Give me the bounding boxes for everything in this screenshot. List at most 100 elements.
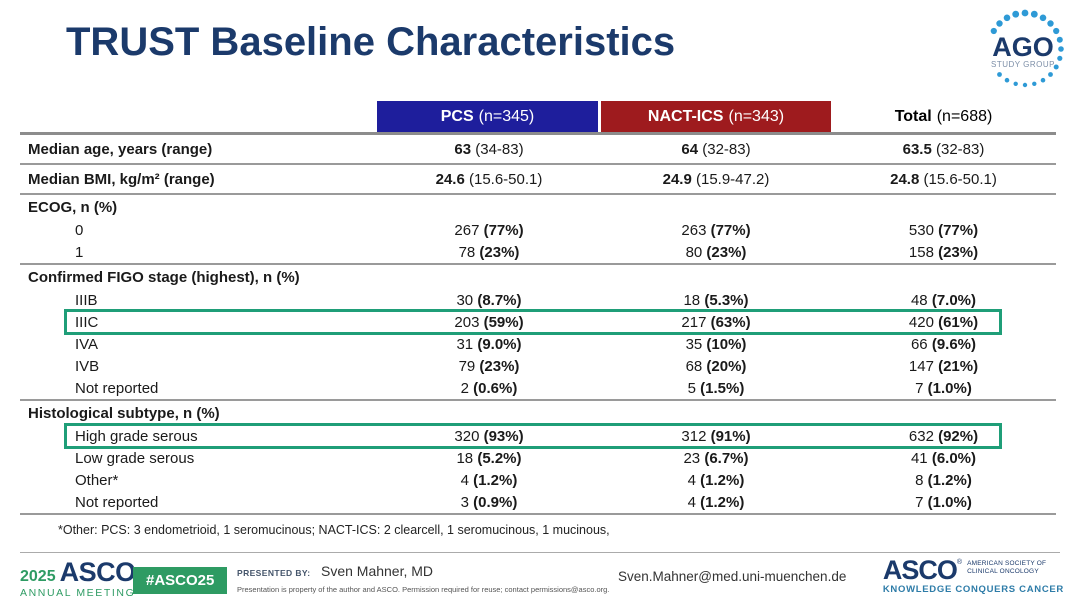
ago-dot: [1048, 72, 1053, 77]
footer-divider: [20, 552, 1060, 553]
table-row: 0 267 (77%) 263 (77%) 530 (77%): [20, 219, 1056, 241]
cell-value: 530 (77%): [908, 221, 979, 239]
table-section-row: Histological subtype, n (%): [20, 401, 1056, 425]
ago-dot: [1022, 82, 1028, 88]
row-label: High grade serous: [75, 427, 198, 445]
cell-value: 217 (63%): [681, 313, 751, 331]
cell-value: 64 (32-83): [681, 140, 751, 158]
table-row: Other* 4 (1.2%) 4 (1.2%) 8 (1.2%): [20, 469, 1056, 491]
cell-value: 5 (1.5%): [687, 379, 745, 397]
table-section-row: ECOG, n (%): [20, 195, 1056, 219]
row-label: IIIC: [75, 313, 99, 331]
hashtag-badge: #ASCO25: [133, 567, 228, 594]
presented-by-block: PRESENTED BY: Sven Mahner, MD Presentati…: [237, 563, 609, 594]
presenter-email: Sven.Mahner@med.uni-muenchen.de: [618, 569, 847, 584]
ago-dot: [1047, 20, 1054, 27]
row-label: Low grade serous: [75, 449, 195, 467]
asco-logo-top: ASCO ® AMERICAN SOCIETY OF CLINICAL ONCO…: [882, 555, 1064, 585]
header-col-total: Total (n=688): [831, 101, 1056, 132]
cell-value: 147 (21%): [908, 357, 979, 375]
header-col-total-n: (n=688): [936, 107, 993, 125]
cell-value: 41 (6.0%): [910, 449, 977, 467]
table-row: IIIC 203 (59%) 217 (63%) 420 (61%): [20, 309, 1056, 335]
table-header-row: PCS (n=345) NACT-ICS (n=343) Total (n=68…: [20, 101, 1056, 135]
row-label: Not reported: [75, 493, 159, 511]
cell-value: 158 (23%): [908, 243, 979, 261]
row-label: Confirmed FIGO stage (highest), n (%): [28, 268, 300, 286]
cell-value: 4 (1.2%): [687, 493, 745, 511]
cell-value: 63.5 (32-83): [902, 140, 985, 158]
cell-value: 30 (8.7%): [456, 291, 522, 309]
table-row: IIIB 30 (8.7%) 18 (5.3%) 48 (7.0%): [20, 289, 1056, 311]
row-label: Median age, years (range): [28, 140, 213, 158]
cell-value: 66 (9.6%): [910, 335, 977, 353]
row-label: IIIB: [75, 291, 98, 309]
row-label: Other*: [75, 471, 119, 489]
cell-value: 68 (20%): [685, 357, 747, 375]
ago-logo-subtext: STUDY GROUP: [991, 60, 1055, 69]
table-section-row: Confirmed FIGO stage (highest), n (%): [20, 265, 1056, 289]
ago-dot: [1058, 46, 1064, 52]
table-row: Median BMI, kg/m² (range) 24.6 (15.6-50.1…: [20, 165, 1056, 195]
cell-value: 4 (1.2%): [687, 471, 745, 489]
meeting-name: ANNUAL MEETING: [20, 587, 136, 599]
ago-dot: [1057, 55, 1063, 61]
header-col-nact-name: NACT-ICS: [647, 107, 724, 125]
ago-dot: [1053, 64, 1059, 70]
cell-value: 267 (77%): [454, 221, 524, 239]
header-col-nact-n: (n=343): [728, 107, 785, 125]
cell-value: 78 (23%): [458, 243, 520, 261]
cell-value: 23 (6.7%): [683, 449, 749, 467]
ago-dot: [1056, 36, 1063, 43]
cell-value: 4 (1.2%): [460, 471, 518, 489]
ago-dot: [1040, 77, 1046, 83]
table-rows: Median age, years (range) 63 (34-83) 64 (3…: [20, 135, 1056, 515]
ago-dots: [990, 9, 1064, 88]
cell-value: 35 (10%): [685, 335, 747, 353]
cell-value: 312 (91%): [681, 427, 751, 445]
cell-value: 24.6 (15.6-50.1): [435, 170, 543, 188]
row-label: IVA: [75, 335, 99, 353]
table-footnote: *Other: PCS: 3 endometrioid, 1 seromucin…: [58, 523, 610, 537]
header-col-total-name: Total: [894, 107, 932, 125]
cell-value: 320 (93%): [454, 427, 524, 445]
cell-value: 420 (61%): [908, 313, 979, 331]
header-col-pcs: PCS (n=345): [377, 101, 598, 132]
asco-logo-name: ASCO: [882, 555, 958, 585]
ago-dot: [1003, 14, 1011, 22]
ago-dot: [1013, 81, 1018, 87]
cell-value: 263 (77%): [681, 221, 751, 239]
table-row: 1 78 (23%) 80 (23%) 158 (23%): [20, 241, 1056, 265]
asco-annual-meeting-logo: 2025 ASCO ® ANNUAL MEETING: [20, 557, 142, 600]
ago-dots-circle: AGO STUDY GROUP: [990, 9, 1064, 88]
page-title: TRUST Baseline Characteristics: [66, 20, 676, 64]
ago-dot: [1004, 77, 1010, 83]
table-row: Low grade serous 18 (5.2%) 23 (6.7%) 41 (6.…: [20, 447, 1056, 469]
ago-dot: [1030, 10, 1038, 18]
row-label: Not reported: [75, 379, 159, 397]
ago-dot: [1021, 9, 1029, 17]
ago-logo-text: AGO: [992, 32, 1054, 62]
table-row: IVB 79 (23%) 68 (20%) 147 (21%): [20, 355, 1056, 377]
cell-value: 48 (7.0%): [910, 291, 977, 309]
cell-value: 79 (23%): [458, 357, 520, 375]
cell-value: 63 (34-83): [454, 140, 524, 158]
cell-value: 2 (0.6%): [460, 379, 518, 397]
table-row: Not reported 3 (0.9%) 4 (1.2%) 7 (1.0%): [20, 491, 1056, 515]
header-col-nact-ics: NACT-ICS (n=343): [601, 101, 831, 132]
footer: 2025 ASCO ® ANNUAL MEETING #ASCO25 PRESE…: [20, 556, 1066, 604]
cell-value: 3 (0.9%): [460, 493, 518, 511]
meeting-org: ASCO: [59, 557, 137, 587]
table-row: Not reported 2 (0.6%) 5 (1.5%) 7 (1.0%): [20, 377, 1056, 401]
registered-mark-icon: ®: [956, 559, 963, 566]
cell-value: 7 (1.0%): [915, 493, 972, 511]
cell-value: 24.8 (15.6-50.1): [890, 170, 997, 188]
ago-dot: [1053, 27, 1060, 35]
presenter-name: Sven Mahner, MD: [320, 563, 434, 579]
cell-value: 8 (1.2%): [915, 471, 972, 489]
disclaimer-text: Presentation is property of the author a…: [237, 585, 610, 594]
presented-by-label: PRESENTED BY:: [237, 568, 311, 578]
cell-value: 18 (5.2%): [456, 449, 522, 467]
presented-by-line: PRESENTED BY: Sven Mahner, MD: [237, 563, 609, 581]
baseline-characteristics-table: PCS (n=345) NACT-ICS (n=343) Total (n=68…: [20, 101, 1056, 537]
